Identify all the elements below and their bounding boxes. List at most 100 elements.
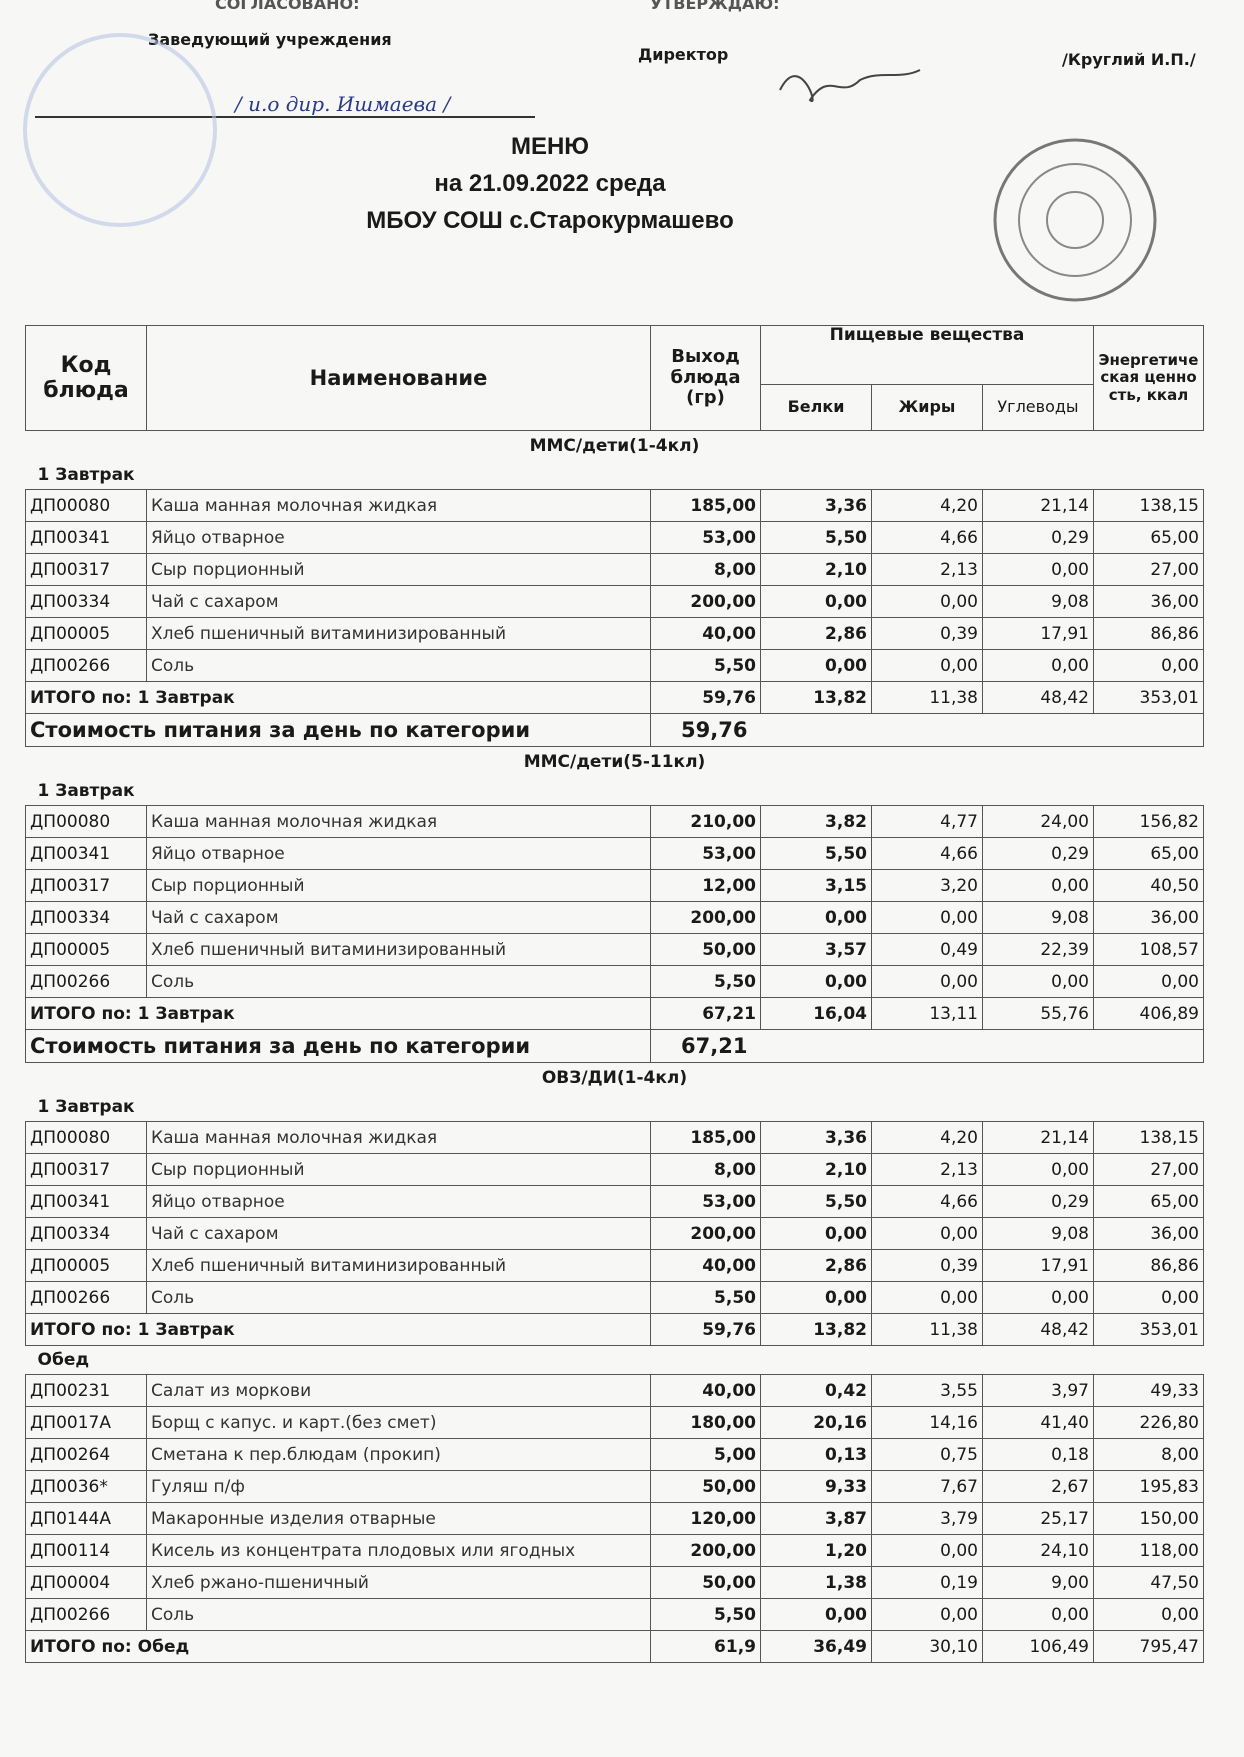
code: ДП0017А [25, 1406, 147, 1439]
dish-name: Салат из моркови [146, 1374, 651, 1407]
dish-row: ДП00334 Чай с сахаром 200,00 0,00 0,00 9,08 36… [25, 585, 1204, 618]
code: ДП00341 [25, 837, 147, 870]
dish-name: Яйцо отварное [146, 837, 651, 870]
total-fat: 13,11 [871, 997, 983, 1030]
dish-row: ДП00231 Салат из моркови 40,00 0,42 3,55 3,97… [25, 1374, 1204, 1407]
total-energy: 795,47 [1093, 1630, 1204, 1663]
protein: 9,33 [760, 1470, 872, 1503]
dish-row: ДП00005 Хлеб пшеничный витаминизированный… [25, 617, 1204, 650]
fat: 0,39 [871, 617, 983, 650]
signature-line: / и.о дир. Ишмаева / [35, 92, 535, 118]
code: ДП00341 [25, 1185, 147, 1218]
protein: 3,87 [760, 1502, 872, 1535]
protein: 0,00 [760, 1598, 872, 1631]
dish-name: Хлеб пшеничный витаминизированный [146, 1249, 651, 1282]
cost-label: Стоимость питания за день по категории [25, 1029, 651, 1063]
code: ДП00005 [25, 1249, 147, 1282]
dish-name: Сыр порционный [146, 869, 651, 902]
stamp-ring [23, 33, 217, 227]
category: ММС/дети(1-4кл) [529, 436, 700, 456]
output: 200,00 [650, 901, 761, 934]
output: 180,00 [650, 1406, 761, 1439]
energy: 118,00 [1093, 1534, 1204, 1567]
carbs: 24,10 [982, 1534, 1094, 1567]
dish-name: Соль [146, 965, 651, 998]
dish-name: Макаронные изделия отварные [146, 1502, 651, 1535]
energy: 86,86 [1093, 1249, 1204, 1282]
protein: 5,50 [760, 521, 872, 554]
signature-stroke [779, 69, 921, 103]
energy: 108,57 [1093, 933, 1204, 966]
fat: 0,00 [871, 1598, 983, 1631]
dish-name: Чай с сахаром [146, 585, 651, 618]
code: ДП00266 [25, 649, 147, 682]
dish-name: Соль [146, 1281, 651, 1314]
fat: 4,66 [871, 521, 983, 554]
code: ДП00317 [25, 1153, 147, 1186]
fat: 0,00 [871, 1534, 983, 1567]
dish-name: Чай с сахаром [146, 901, 651, 934]
meal-name: 1 Завтрак [37, 1097, 135, 1117]
carbs: 0,00 [982, 1153, 1094, 1186]
dish-name: Соль [146, 649, 651, 682]
dish-row: ДП00341 Яйцо отварное 53,00 5,50 4,66 0,29 65,… [25, 1185, 1204, 1218]
fat: 0,75 [871, 1438, 983, 1471]
code: ДП00005 [25, 933, 147, 966]
energy: 195,83 [1093, 1470, 1204, 1503]
meal-row: 1 Завтрак [26, 1093, 1204, 1122]
dish-name: Сметана к пер.блюдам (прокип) [146, 1438, 651, 1471]
carbs: 0,29 [982, 1185, 1094, 1218]
protein: 0,00 [760, 965, 872, 998]
dish-row: ДП00114 Кисель из концентрата плодовых ил… [25, 1534, 1204, 1567]
energy: 65,00 [1093, 1185, 1204, 1218]
carbs: 2,67 [982, 1470, 1094, 1503]
total-label: ИТОГО по: 1 Завтрак [25, 1313, 651, 1346]
code: ДП00080 [25, 489, 147, 522]
carbs: 22,39 [982, 933, 1094, 966]
energy: 0,00 [1093, 1281, 1204, 1314]
output: 210,00 [650, 805, 761, 838]
total-row: ИТОГО по: 1 Завтрак 59,76 13,82 11,38 48,42 3… [25, 1313, 1204, 1346]
fat: 0,00 [871, 1281, 983, 1314]
code: ДП00334 [25, 585, 147, 618]
total-protein: 16,04 [760, 997, 872, 1030]
code: ДП00004 [25, 1566, 147, 1599]
energy: 65,00 [1093, 837, 1204, 870]
protein: 5,50 [760, 1185, 872, 1218]
dish-row: ДП00264 Сметана к пер.блюдам (прокип) 5,00… [25, 1438, 1204, 1471]
col-nutrients: Пищевые вещества [760, 325, 1094, 385]
code: ДП00317 [25, 869, 147, 902]
total-carbs: 55,76 [982, 997, 1094, 1030]
dish-row: ДП00004 Хлеб ржано-пшеничный 50,00 1,38 0,19… [25, 1566, 1204, 1599]
protein: 0,00 [760, 585, 872, 618]
energy: 226,80 [1093, 1406, 1204, 1439]
dish-row: ДП00266 Соль 5,50 0,00 0,00 0,00 0,00 [25, 649, 1204, 682]
dish-row: ДП00080 Каша манная молочная жидкая 185,00… [25, 489, 1204, 522]
protein: 1,38 [760, 1566, 872, 1599]
total-protein: 13,82 [760, 1313, 872, 1346]
total-fat: 11,38 [871, 1313, 983, 1346]
dish-name: Гуляш п/ф [146, 1470, 651, 1503]
dish-row: ДП00341 Яйцо отварное 53,00 5,50 4,66 0,29 65,… [25, 521, 1204, 554]
output: 40,00 [650, 617, 761, 650]
energy: 40,50 [1093, 869, 1204, 902]
dish-row: ДП00080 Каша манная молочная жидкая 210,00… [25, 805, 1204, 838]
protein: 3,82 [760, 805, 872, 838]
fat: 0,00 [871, 649, 983, 682]
director-name: /Круглий И.П./ [1062, 50, 1196, 69]
category: ОВЗ/ДИ(1-4кл) [541, 1068, 688, 1088]
output: 50,00 [650, 1470, 761, 1503]
total-label: ИТОГО по: 1 Завтрак [25, 997, 651, 1030]
fat: 0,19 [871, 1566, 983, 1599]
code: ДП00266 [25, 1281, 147, 1314]
code: ДП00317 [25, 553, 147, 586]
total-output: 59,76 [650, 1313, 761, 1346]
code: ДП00005 [25, 617, 147, 650]
category-row: ММС/дети(1-4кл) [26, 431, 1204, 462]
fat: 3,79 [871, 1502, 983, 1535]
total-label: ИТОГО по: 1 Завтрак [25, 681, 651, 714]
output: 53,00 [650, 521, 761, 554]
energy: 138,15 [1093, 1121, 1204, 1154]
dish-row: ДП00266 Соль 5,50 0,00 0,00 0,00 0,00 [25, 1281, 1204, 1314]
